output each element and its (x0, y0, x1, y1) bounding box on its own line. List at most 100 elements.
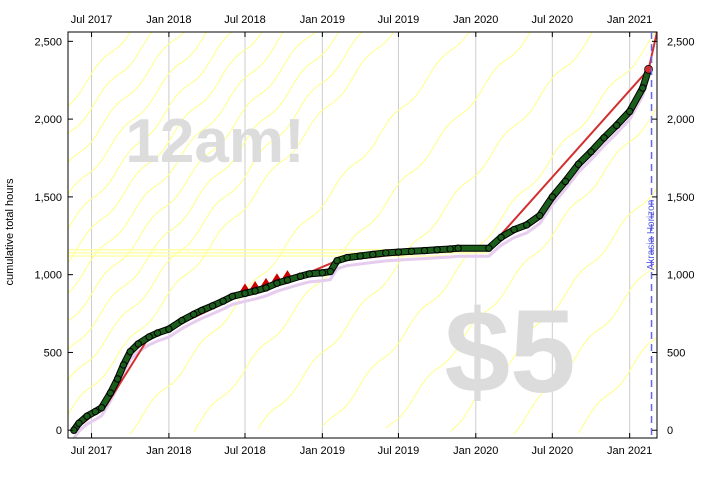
datapoint-50 (625, 107, 634, 116)
datapoint-9 (134, 340, 142, 348)
x-tick-label-top-0: Jul 2017 (71, 14, 113, 26)
y-tick-label-left-2: 1,000 (34, 270, 62, 282)
datapoint-32 (382, 249, 390, 257)
datapoint-5 (106, 389, 115, 397)
datapoint-2 (83, 412, 91, 420)
datapoint-1 (75, 419, 83, 427)
guide-line-11 (129, 32, 470, 435)
guide-line-18 (577, 336, 657, 434)
end-point-marker (644, 64, 653, 74)
y-tick-label-right-2: 1,000 (667, 270, 695, 282)
y-tick-label-left-1: 500 (44, 347, 62, 359)
guide-line-2 (68, 32, 340, 350)
datapoint-40 (497, 233, 505, 242)
datapoint-19 (241, 289, 249, 298)
datapoint-33 (394, 248, 403, 256)
x-tick-label-top-2: Jul 2018 (224, 14, 266, 26)
x-tick-label-bottom-5: Jan 2020 (453, 445, 498, 457)
watermark-pledge: $5 (444, 286, 575, 418)
guide-line-1 (68, 32, 364, 381)
datapoint-25 (305, 270, 314, 278)
datapoint-38 (454, 244, 462, 252)
x-tick-label-bottom-3: Jan 2019 (300, 445, 345, 457)
datapoint-3 (91, 407, 100, 416)
datapoint-20 (251, 287, 259, 295)
datapoint-14 (190, 310, 198, 319)
datapoint-34 (407, 247, 416, 256)
x-tick-label-top-3: Jan 2019 (300, 14, 345, 26)
x-tick-label-top-6: Jul 2020 (532, 14, 574, 26)
guide-line-8 (68, 32, 185, 163)
guide-line-15 (385, 106, 657, 429)
datapoint-11 (153, 329, 162, 337)
datapoint-41 (510, 225, 518, 234)
lane-shadow (72, 76, 651, 438)
datapoint-48 (600, 134, 608, 142)
datapoint-18 (228, 292, 237, 301)
datapoint-28 (333, 256, 341, 265)
guide-line-14 (321, 32, 657, 427)
y-tick-label-left-0: 0 (56, 425, 62, 437)
datapoint-29 (343, 253, 351, 262)
guide-line-13 (257, 32, 594, 429)
datapoint-47 (587, 148, 595, 156)
y-tick-label-right-5: 2,500 (667, 36, 695, 48)
datapoint-27 (326, 267, 335, 276)
datapoint-6 (113, 375, 122, 383)
x-tick-label-bottom-2: Jul 2018 (224, 445, 266, 457)
datapoint-23 (283, 276, 292, 284)
datapoint-39 (485, 244, 493, 252)
y-tick-label-left-4: 2,000 (34, 114, 62, 126)
datapoint-36 (433, 246, 441, 254)
datapoint-16 (208, 302, 217, 310)
y-tick-label-right-4: 2,000 (667, 114, 695, 126)
datapoint-43 (536, 211, 544, 220)
guide-line-6 (68, 32, 233, 230)
datapoints-layer (70, 64, 653, 434)
x-tick-label-top-7: Jan 2021 (607, 14, 652, 26)
x-tick-label-top-4: Jul 2019 (378, 14, 420, 26)
guide-line-17 (513, 263, 657, 435)
horizon-label: Akrasia Horizon (646, 200, 657, 271)
datapoint-46 (574, 160, 583, 168)
guide-line-4 (68, 32, 285, 294)
datapoint-7 (119, 361, 128, 369)
x-tick-label-bottom-6: Jul 2020 (532, 445, 574, 457)
datapoint-12 (165, 325, 173, 333)
datapoint-24 (296, 272, 305, 280)
datapoint-10 (145, 333, 153, 341)
guide-line-0 (68, 32, 395, 416)
datapoint-44 (548, 193, 557, 201)
datapoint-15 (197, 306, 206, 315)
guide-line-3 (68, 32, 317, 322)
x-tick-label-top-1: Jan 2018 (146, 14, 191, 26)
datapoint-13 (178, 316, 186, 325)
datapoint-30 (356, 252, 364, 260)
y-tick-label-right-0: 0 (667, 425, 673, 437)
datapoint-49 (612, 121, 621, 130)
axes: Jul 2017 Jul 2017 Jan 2018 Jan 2018 Jul 2018… (34, 14, 694, 457)
guide-line-16 (449, 186, 657, 432)
datapoint-17 (219, 297, 227, 305)
x-tick-label-bottom-4: Jul 2019 (378, 445, 420, 457)
x-tick-label-bottom-0: Jul 2017 (71, 445, 113, 457)
datapoint-35 (420, 246, 429, 255)
y-tick-label-left-3: 1,500 (34, 192, 62, 204)
datapoint-8 (126, 347, 134, 356)
datapoint-21 (262, 284, 270, 292)
datapoint-31 (369, 250, 377, 259)
plot-frame-rect (67, 31, 658, 439)
guide-lines (68, 32, 657, 435)
datapoint-51 (639, 84, 647, 92)
datapoint-22 (273, 279, 281, 287)
guide-line-5 (68, 32, 263, 264)
x-tick-label-bottom-1: Jan 2018 (146, 445, 191, 457)
datapoint-42 (522, 221, 531, 229)
watermark-deadline: 12am! (125, 107, 304, 176)
x-tick-label-top-5: Jan 2020 (453, 14, 498, 26)
y-tick-label-right-3: 1,500 (667, 192, 695, 204)
y-tick-label-left-5: 2,500 (34, 36, 62, 48)
y-tick-label-right-1: 500 (667, 347, 685, 359)
